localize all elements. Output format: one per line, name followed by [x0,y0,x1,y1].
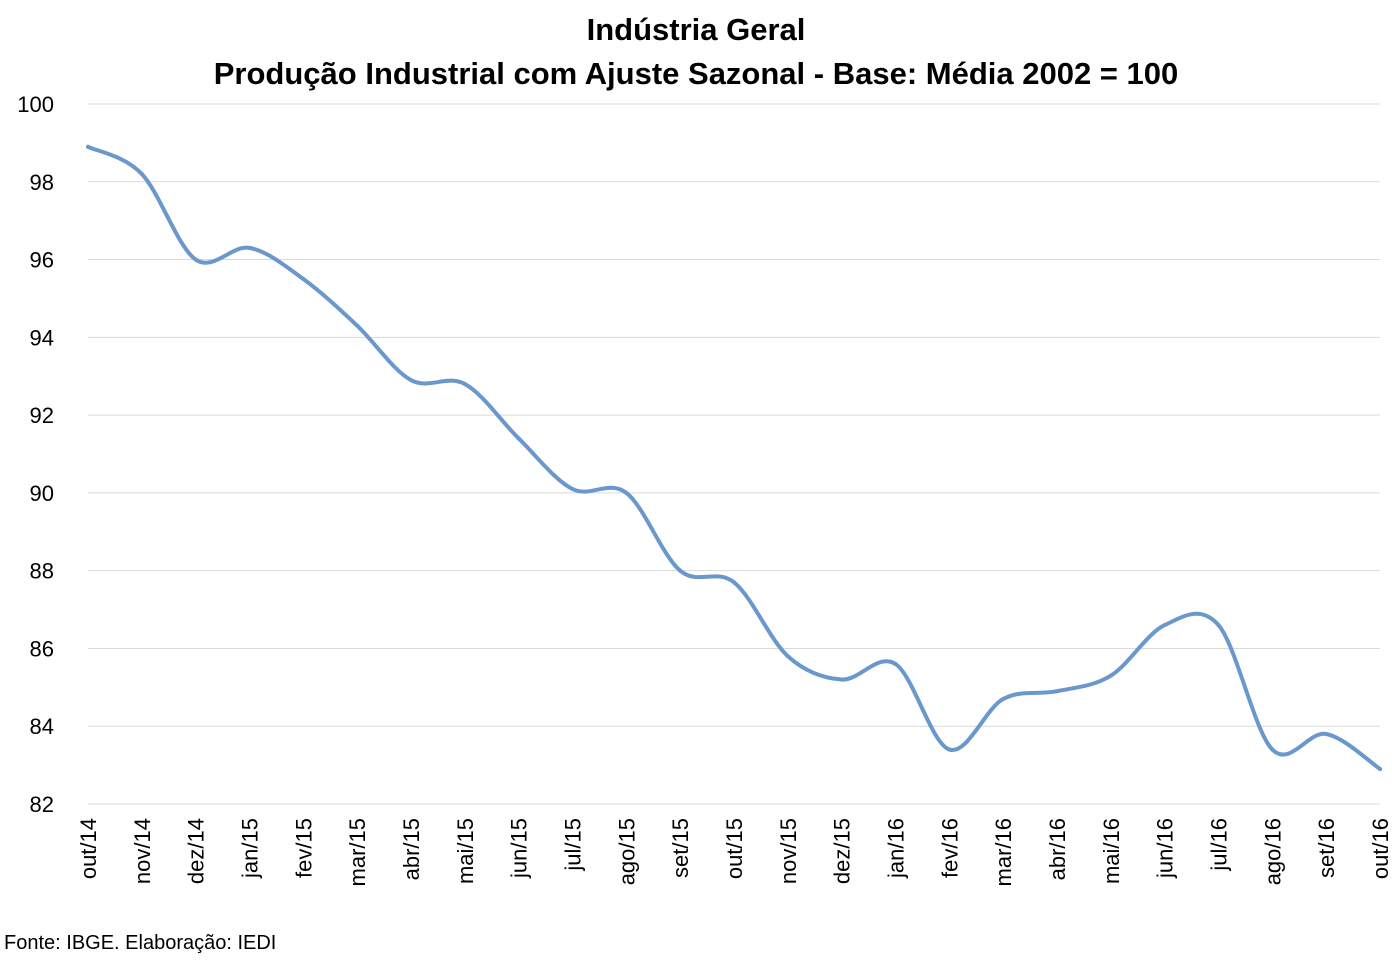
data-point [1162,623,1167,628]
x-tick-label: dez/15 [830,818,855,884]
x-tick-label: out/14 [76,818,101,879]
data-point [1378,767,1382,771]
x-tick-label: nov/14 [130,818,155,884]
x-tick-label: jul/16 [1207,818,1232,872]
x-tick-label: fev/16 [937,818,962,878]
y-tick-label: 86 [30,636,54,661]
x-tick-label: jun/16 [1153,818,1178,879]
y-tick-label: 98 [30,170,54,195]
data-point [624,490,629,495]
x-tick-label: set/15 [668,818,693,878]
x-tick-label: ago/16 [1260,818,1285,885]
source-note: Fonte: IBGE. Elaboração: IEDI [4,932,277,954]
data-point [355,323,360,328]
x-tick-label: mai/16 [1099,818,1124,884]
x-tick-label: out/15 [722,818,747,879]
x-tick-label: fev/15 [291,818,316,878]
data-point [785,654,790,659]
x-tick-label: jul/15 [561,818,586,872]
y-tick-label: 82 [30,792,54,817]
x-tick-label: mar/15 [345,818,370,886]
x-axis-tick-labels: out/14 nov/14 dez/14 jan/15 fev/15 mar/15 abr/… [76,818,1392,886]
line-chart: 82 84 86 88 90 92 94 96 98 100 out/14 nov/14 dez/14… [17,92,1392,886]
data-point [732,580,736,585]
data-point [1324,732,1329,736]
y-tick-label: 94 [30,325,54,350]
x-tick-label: jan/15 [238,818,263,879]
x-tick-label: jun/15 [507,818,532,879]
x-tick-label: set/16 [1314,818,1339,878]
data-point [139,172,144,176]
series-line [86,144,1382,771]
y-tick-label: 90 [30,481,54,506]
data-point [1001,697,1006,701]
data-point [409,378,413,383]
chart-title: Indústria Geral [586,12,806,47]
data-point [301,277,306,281]
x-tick-label: mar/16 [991,818,1016,886]
x-tick-label: ago/15 [614,818,639,885]
chart-subtitle: Produção Industrial com Ajuste Sazonal -… [213,56,1179,91]
x-tick-label: jan/16 [884,818,909,879]
data-point [839,677,844,682]
gridlines [88,103,1380,805]
data-point [1270,747,1275,752]
x-tick-label: out/16 [1368,818,1392,879]
y-axis-tick-labels: 82 84 86 88 90 92 94 96 98 100 [17,92,54,817]
x-tick-label: abr/16 [1045,818,1070,880]
data-point [570,487,575,491]
data-point [516,436,521,441]
y-tick-label: 88 [30,559,54,584]
data-point [1108,673,1113,678]
x-tick-label: abr/15 [399,818,424,880]
x-tick-label: nov/15 [776,818,801,884]
data-point [462,382,467,386]
y-tick-label: 92 [30,403,54,428]
data-point [86,144,90,149]
y-tick-label: 100 [17,92,54,117]
data-point [247,245,252,250]
y-tick-label: 84 [30,714,54,739]
y-tick-label: 96 [30,248,54,273]
data-point [1055,689,1059,694]
data-point [193,257,198,262]
series-layer [86,144,1382,771]
x-tick-label: mai/15 [453,818,478,884]
x-tick-label: dez/14 [184,818,209,884]
data-point [947,747,952,752]
data-point [678,568,683,573]
data-point [1216,623,1221,628]
data-point [893,662,898,666]
